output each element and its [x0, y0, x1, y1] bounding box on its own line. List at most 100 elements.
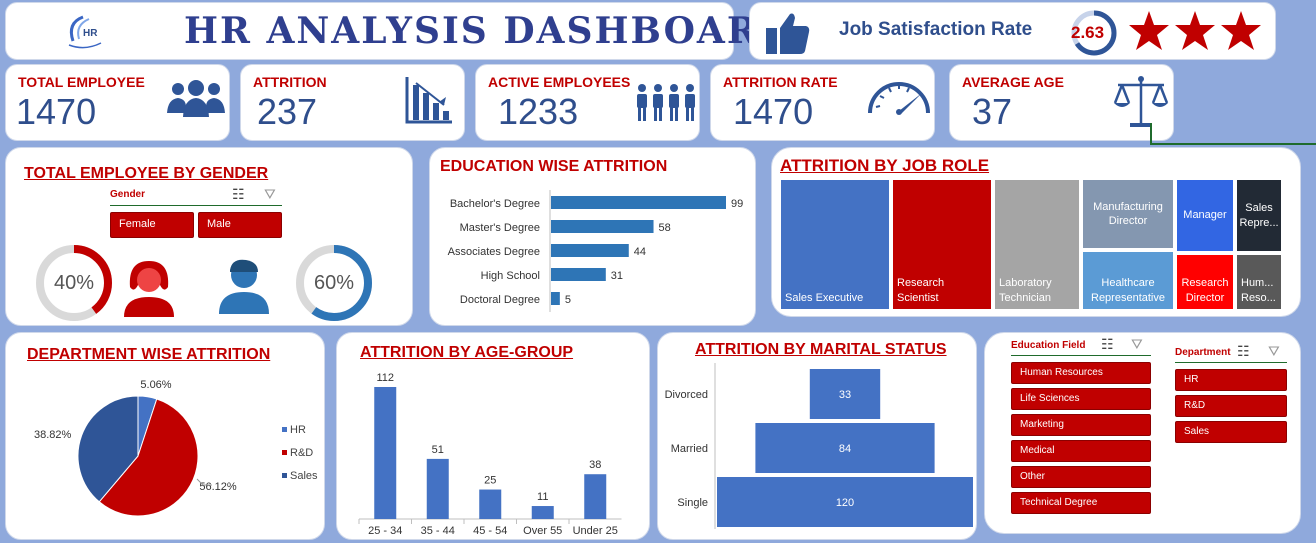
decorative-accent-line — [1150, 123, 1316, 145]
data-label: 25 — [484, 475, 496, 487]
category-label: Over 55 — [523, 525, 562, 537]
data-label: 51 — [432, 444, 444, 456]
star-icon — [1175, 11, 1215, 50]
slicer-option-education-field[interactable]: Other — [1011, 466, 1151, 488]
age-chart-title: ATTRITION BY AGE-GROUP — [360, 344, 574, 361]
legend-label: R&D — [290, 447, 313, 459]
slicer-option-education-field[interactable]: Human Resources — [1011, 362, 1151, 384]
funnel-bar — [717, 477, 973, 527]
logo-text: HR — [83, 28, 98, 39]
kpi-label: ATTRITION — [253, 74, 327, 90]
slicer-option-male[interactable]: Male — [198, 212, 282, 238]
clear-filter-icon[interactable]: ⛛ — [264, 186, 276, 202]
thumbs-up-icon — [766, 13, 810, 54]
people-group-icon — [167, 80, 225, 117]
gender-title: TOTAL EMPLOYEE BY GENDER — [24, 165, 269, 182]
male-donut — [296, 245, 372, 321]
education-attrition-card: EDUCATION WISE ATTRITION Bachelor's Degr… — [429, 147, 756, 326]
slicer-option-female[interactable]: Female — [110, 212, 194, 238]
category-label: Doctoral Degree — [460, 294, 540, 306]
star-icon — [1221, 11, 1261, 50]
data-label: 99 — [731, 198, 743, 210]
multi-select-icon[interactable]: ☷ — [1101, 336, 1114, 352]
category-label: Bachelor's Degree — [450, 198, 540, 210]
legend-label: Sales — [290, 470, 318, 482]
pie-slice — [77, 395, 139, 503]
treemap-cell: Sales Executive — [780, 179, 890, 310]
male-icon — [219, 259, 269, 314]
slicer-option-education-field[interactable]: Life Sciences — [1011, 388, 1151, 410]
category-label: Master's Degree — [460, 222, 540, 234]
people-row-icon — [637, 84, 695, 121]
kpi-card-average-age: AVERAGE AGE 37 — [949, 64, 1174, 141]
slicer-option-education-field[interactable]: Marketing — [1011, 414, 1151, 436]
bar — [426, 458, 449, 519]
kpi-value: 1470 — [733, 91, 814, 132]
gender-card: TOTAL EMPLOYEE BY GENDER Gender ☷ ⛛ Fema… — [5, 147, 413, 326]
bar — [551, 268, 606, 281]
treemap-cell: Sales Repre... — [1236, 179, 1282, 252]
satisfaction-card: Job Satisfaction Rate 2.63 — [749, 2, 1276, 60]
kpi-value: 37 — [972, 91, 1013, 132]
department-slicer-header: Department — [1175, 347, 1231, 358]
treemap-cell: Manager — [1176, 179, 1234, 252]
male-percent: 60% — [313, 272, 355, 294]
legend-label: HR — [290, 424, 306, 436]
funnel-bar — [755, 423, 935, 473]
bar — [551, 196, 726, 209]
slicer-option-department[interactable]: R&D — [1175, 395, 1287, 417]
slicer-option-department[interactable]: HR — [1175, 369, 1287, 391]
data-label: 38.82% — [34, 429, 72, 441]
bar — [479, 489, 502, 519]
kpi-value: 1233 — [498, 91, 579, 132]
category-label: High School — [481, 270, 540, 282]
category-label: Divorced — [665, 389, 708, 401]
department-pie-chart: 5.06% 56.12% 38.82% HR R&D Sales — [34, 379, 318, 517]
kpi-value: 1470 — [16, 91, 97, 132]
funnel-bar — [809, 369, 881, 419]
clear-filter-icon[interactable]: ⛛ — [1131, 336, 1143, 352]
clear-filter-icon[interactable]: ⛛ — [1268, 343, 1280, 359]
kpi-label: ACTIVE EMPLOYEES — [488, 74, 631, 90]
data-label: 33 — [839, 389, 851, 401]
treemap-cell: Manufacturing Director — [1082, 179, 1174, 249]
female-donut — [36, 245, 112, 321]
slicer-divider — [1011, 355, 1151, 356]
filters-card: Education Field ☷ ⛛ Human Resources Life … — [984, 332, 1301, 534]
marital-chart-title: ATTRITION BY MARITAL STATUS — [695, 341, 947, 358]
logo-swoosh-icon — [68, 15, 102, 49]
data-label: 31 — [611, 270, 623, 282]
balance-scale-icon — [1113, 76, 1169, 127]
kpi-label: AVERAGE AGE — [962, 74, 1064, 90]
kpi-card-attrition-rate: ATTRITION RATE 1470 — [710, 64, 935, 141]
data-label: 5 — [565, 294, 571, 306]
star-icon — [1129, 11, 1169, 50]
category-label: Under 25 — [573, 525, 618, 537]
data-label: 38 — [589, 459, 601, 471]
kpi-card-attrition: ATTRITION 237 — [240, 64, 465, 141]
category-label: 45 - 54 — [473, 525, 507, 537]
multi-select-icon[interactable]: ☷ — [1237, 343, 1250, 359]
department-chart-title: DEPARTMENT WISE ATTRITION — [27, 346, 271, 363]
bar — [551, 244, 629, 257]
dashboard-title: HR ANALYSIS DASHBOARD — [184, 10, 792, 52]
legend-swatch — [282, 450, 287, 455]
slicer-option-education-field[interactable]: Medical — [1011, 440, 1151, 462]
treemap-cell: Healthcare Representative — [1082, 251, 1174, 310]
satisfaction-label: Job Satisfaction Rate — [839, 19, 1033, 40]
slicer-option-department[interactable]: Sales — [1175, 421, 1287, 443]
data-label: 11 — [537, 491, 548, 503]
department-attrition-card: DEPARTMENT WISE ATTRITION 5.06% 56.12% 38.… — [5, 332, 325, 540]
bar — [551, 292, 560, 305]
slicer-option-education-field[interactable]: Technical Degree — [1011, 492, 1151, 514]
data-label: 84 — [839, 443, 851, 455]
header-card: HR HR ANALYSIS DASHBOARD — [5, 2, 790, 60]
marital-status-funnel-chart: 33 Divorced 84 Married 120 Single — [665, 363, 973, 529]
treemap-cell: Research Director — [1176, 254, 1234, 310]
category-label: Associates Degree — [448, 246, 540, 258]
jobrole-chart-title: ATTRITION BY JOB ROLE — [780, 156, 990, 175]
kpi-value: 237 — [257, 91, 318, 132]
legend-swatch — [282, 473, 287, 478]
multi-select-icon[interactable]: ☷ — [232, 186, 245, 202]
treemap-cell: Hum... Reso... — [1236, 254, 1282, 310]
